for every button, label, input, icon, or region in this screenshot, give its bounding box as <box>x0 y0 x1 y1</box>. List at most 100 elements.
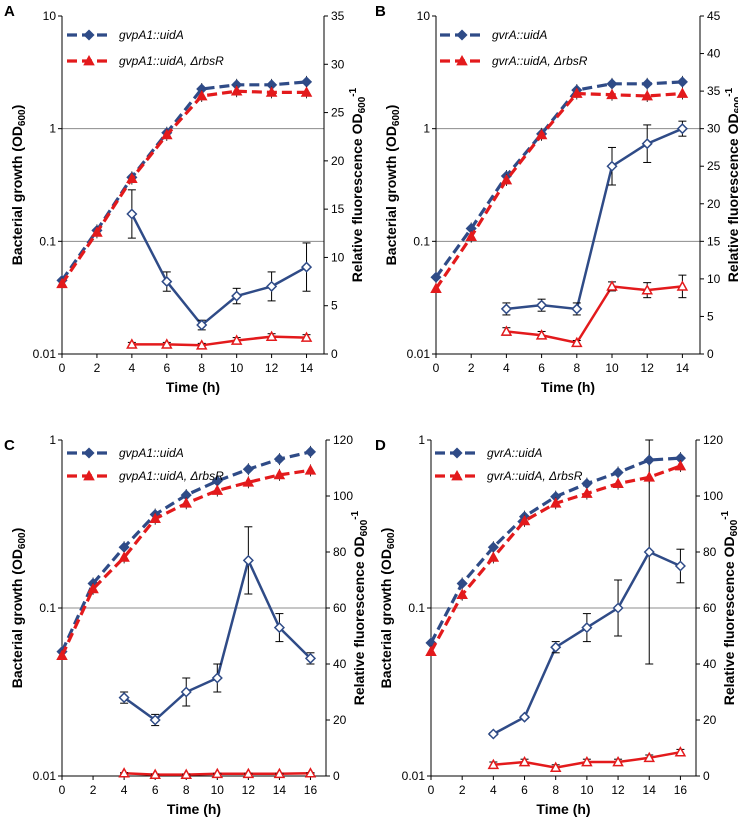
y-tick-label-left: 1 <box>423 122 430 136</box>
growth-point <box>581 478 593 490</box>
growth-point <box>230 85 243 96</box>
y-tick-label-left: 0.1 <box>408 601 425 615</box>
fluorescence-point <box>535 329 548 340</box>
fluorescence-point <box>265 330 278 341</box>
x-tick-label: 0 <box>59 361 66 375</box>
y-tick-label-right: 0 <box>707 347 714 361</box>
x-tick-label: 14 <box>676 361 690 375</box>
y-tick-label-right: 15 <box>707 234 721 248</box>
growth-point <box>487 551 500 562</box>
fluorescence-point <box>676 123 688 135</box>
fluorescence-point <box>211 672 223 684</box>
y-tick-label-right: 40 <box>333 657 347 671</box>
growth-point <box>549 497 562 508</box>
x-tick-label: 10 <box>580 783 594 797</box>
x-tick-label: 6 <box>152 783 159 797</box>
growth-point <box>87 582 99 594</box>
fluorescence-point <box>487 758 500 770</box>
fluorescence-point <box>242 554 254 566</box>
fluorescence-point <box>149 714 161 726</box>
fluorescence-point <box>300 331 313 342</box>
x-tick-label: 12 <box>265 361 279 375</box>
x-axis-title: Time (h) <box>167 801 221 817</box>
fluorescence-point <box>518 711 531 723</box>
growth-point <box>304 464 317 475</box>
growth-point <box>643 454 655 466</box>
fluorescence-point <box>674 746 687 757</box>
legend-label: gvrA::uidA <box>487 446 542 460</box>
x-tick-label: 14 <box>643 783 657 797</box>
y-tick-label-right: 0 <box>703 769 710 783</box>
y-tick-label-right: 120 <box>333 433 353 447</box>
y-tick-label-right: 0 <box>333 769 340 783</box>
x-tick-label: 10 <box>230 361 244 375</box>
y-tick-label-right: 25 <box>707 159 721 173</box>
growth-point <box>425 645 437 656</box>
growth-point <box>126 172 138 184</box>
fluorescence-line <box>492 550 681 736</box>
x-tick-label: 6 <box>538 361 545 375</box>
y-tick-label-right: 5 <box>331 299 338 313</box>
fluorescence-point <box>180 768 193 779</box>
fluorescence-point <box>581 622 593 634</box>
x-tick-label: 6 <box>521 783 528 797</box>
y-tick-label-left: 1 <box>49 433 56 447</box>
x-tick-label: 4 <box>490 783 497 797</box>
growth-point <box>149 512 161 524</box>
chart-panel-a: A 0.01 0.1 1 10 0 5 10 15 20 25 30 35 0 2 4 6 8 10 12 14 Time… <box>4 3 368 395</box>
fluorescence-point <box>161 338 173 349</box>
y-tick-label-right: 30 <box>707 122 721 136</box>
fluorescence-point <box>196 319 208 331</box>
fluorescence-point <box>231 290 243 302</box>
y-tick-label-right: 100 <box>703 489 723 503</box>
x-tick-label: 12 <box>641 361 655 375</box>
fluorescence-point <box>304 652 317 664</box>
panel-letter: A <box>4 3 15 20</box>
fluorescence-point <box>518 755 531 767</box>
legend-label: gvpA1::uidA <box>119 446 184 460</box>
y-axis-title-right: Relative fluorescence OD600-1 <box>724 87 738 282</box>
growth-point <box>430 282 442 294</box>
x-tick-label: 8 <box>552 783 559 797</box>
fluorescence-point <box>300 261 313 273</box>
y-axis-title-left: Bacterial growth (OD600) <box>378 528 397 689</box>
legend-label: gvrA::uidA, ΔrbsR <box>492 54 588 68</box>
growth-point <box>641 89 653 101</box>
panel-letter: B <box>375 3 386 20</box>
growth-line <box>434 80 683 279</box>
growth-point <box>304 446 317 458</box>
growth-point <box>56 277 68 289</box>
fluorescence-point <box>571 336 583 348</box>
y-tick-label-right: 60 <box>703 601 717 615</box>
x-tick-label: 14 <box>300 361 314 375</box>
growth-point <box>674 459 687 471</box>
y-tick-label-right: 80 <box>703 545 717 559</box>
growth-point <box>500 173 513 185</box>
y-axis-title-left: Bacterial growth (OD600) <box>9 528 28 689</box>
growth-line <box>60 80 307 282</box>
growth-point <box>161 128 173 140</box>
y-tick-label-left: 0.1 <box>413 234 430 248</box>
x-tick-label: 8 <box>198 361 205 375</box>
fluorescence-line <box>506 285 683 345</box>
y-tick-label-left: 1 <box>418 433 425 447</box>
chart-panel-b: B 0.01 0.1 1 10 0 5 10 15 20 25 30 35 40 45 0 2 4 6 8 10 12 14… <box>375 3 738 395</box>
x-tick-label: 10 <box>605 361 619 375</box>
x-tick-label: 16 <box>304 783 318 797</box>
growth-point <box>612 477 624 488</box>
legend-marker <box>456 54 468 66</box>
legend-marker <box>83 54 95 66</box>
growth-point <box>265 86 278 97</box>
x-tick-label: 14 <box>273 783 287 797</box>
growth-point <box>91 226 103 237</box>
fluorescence-point <box>161 276 173 288</box>
fluorescence-point <box>126 338 138 349</box>
x-tick-label: 0 <box>428 783 435 797</box>
fluorescence-point <box>126 208 138 220</box>
growth-point <box>612 467 624 479</box>
legend-marker <box>83 29 95 41</box>
y-axis-title-right: Relative fluorescence OD600-1 <box>720 510 738 705</box>
